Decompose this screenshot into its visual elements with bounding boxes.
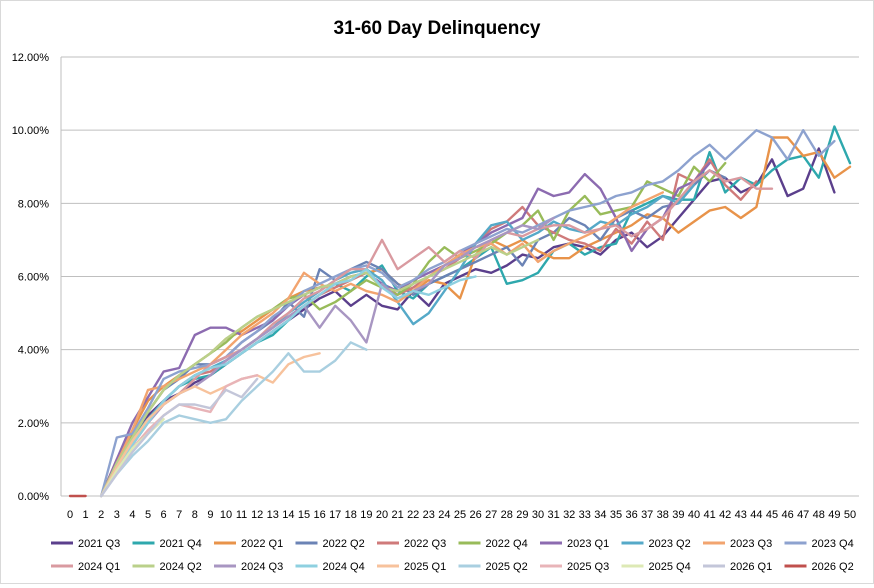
legend-label: 2024 Q4 [323, 561, 365, 573]
legend-label: 2025 Q2 [486, 561, 528, 573]
grid-lines [60, 56, 859, 497]
x-tick-label: 39 [672, 509, 684, 521]
x-tick-label: 1 [83, 509, 89, 521]
series-line [100, 161, 711, 498]
legend-label: 2022 Q1 [241, 538, 283, 550]
x-tick-label: 4 [129, 509, 135, 521]
y-axis-tick-labels: 0.00% 2.00% 4.00% 6.00% 8.00% 10.00% 12.00% [12, 52, 50, 503]
x-tick-label: 49 [828, 509, 840, 521]
x-tick-label: 50 [844, 509, 856, 521]
x-tick-label: 7 [176, 509, 182, 521]
legend-label: 2023 Q3 [730, 538, 772, 550]
x-tick-label: 29 [516, 509, 528, 521]
series-line [100, 216, 555, 498]
legend-label: 2022 Q2 [323, 538, 365, 550]
legend-label: 2022 Q3 [404, 538, 446, 550]
x-tick-label: 41 [703, 509, 715, 521]
legend-label: 2023 Q2 [649, 538, 691, 550]
x-tick-label: 3 [114, 509, 120, 521]
series-line [100, 377, 259, 498]
y-tick-label: 4.00% [18, 345, 49, 357]
series-line [100, 169, 727, 498]
series-line [100, 191, 664, 498]
x-tick-label: 21 [391, 509, 403, 521]
series-line [100, 147, 836, 498]
series-line [100, 341, 368, 498]
x-tick-label: 37 [641, 509, 653, 521]
x-tick-label: 38 [657, 509, 669, 521]
series-line [100, 136, 852, 498]
x-tick-label: 23 [423, 509, 435, 521]
x-tick-label: 25 [454, 509, 466, 521]
x-tick-label: 48 [813, 509, 825, 521]
x-tick-label: 0 [67, 509, 73, 521]
x-tick-label: 45 [766, 509, 778, 521]
x-tick-label: 28 [501, 509, 513, 521]
y-tick-label: 0.00% [18, 491, 49, 503]
x-tick-label: 8 [192, 509, 198, 521]
y-tick-label: 8.00% [18, 198, 49, 210]
x-tick-label: 26 [469, 509, 481, 521]
x-tick-label: 9 [207, 509, 213, 521]
chart-title: 31-60 Day Delinquency [334, 18, 541, 39]
x-tick-label: 18 [345, 509, 357, 521]
x-tick-label: 5 [145, 509, 151, 521]
y-tick-label: 2.00% [18, 418, 49, 430]
x-tick-label: 32 [563, 509, 575, 521]
x-tick-label: 43 [735, 509, 747, 521]
x-tick-label: 22 [407, 509, 419, 521]
x-tick-label: 42 [719, 509, 731, 521]
series-line [100, 169, 774, 498]
x-tick-label: 34 [594, 509, 606, 521]
y-tick-label: 6.00% [18, 272, 49, 284]
x-tick-label: 31 [547, 509, 559, 521]
legend-label: 2025 Q4 [649, 561, 691, 573]
x-tick-label: 46 [781, 509, 793, 521]
series-line [100, 238, 540, 498]
x-tick-label: 10 [220, 509, 232, 521]
y-tick-label: 12.00% [12, 52, 50, 64]
legend-label: 2026 Q2 [812, 561, 854, 573]
x-tick-label: 2 [98, 509, 104, 521]
legend-label: 2024 Q1 [78, 561, 120, 573]
x-tick-label: 17 [329, 509, 341, 521]
legend-label: 2021 Q4 [160, 538, 202, 550]
x-tick-label: 47 [797, 509, 809, 521]
x-tick-label: 16 [313, 509, 325, 521]
x-tick-label: 35 [610, 509, 622, 521]
legend-label: 2023 Q4 [812, 538, 854, 550]
legend-label: 2025 Q3 [567, 561, 609, 573]
x-tick-label: 11 [236, 509, 247, 521]
x-tick-label: 13 [267, 509, 279, 521]
x-axis-tick-labels: 0 1 2 3 4 5 6 7 8 9 10 11 12 13 14 15 16 17 18 19 20 21 22 23 24… [67, 509, 856, 521]
series-lines [68, 125, 852, 498]
y-tick-label: 10.00% [12, 125, 50, 137]
series-line [100, 268, 477, 498]
x-tick-label: 19 [360, 509, 372, 521]
series-line [100, 125, 852, 498]
legend-label: 2023 Q1 [567, 538, 609, 550]
legend-label: 2024 Q3 [241, 561, 283, 573]
x-tick-label: 33 [579, 509, 591, 521]
legend: 2021 Q3 2021 Q4 2022 Q1 2022 Q2 2022 Q3 2022 … [51, 538, 854, 573]
x-tick-label: 24 [438, 509, 450, 521]
legend-label: 2025 Q1 [404, 561, 446, 573]
legend-label: 2026 Q1 [730, 561, 772, 573]
x-tick-label: 15 [298, 509, 310, 521]
legend-label: 2021 Q3 [78, 538, 120, 550]
series-line [100, 352, 321, 498]
x-tick-label: 40 [688, 509, 700, 521]
x-tick-label: 12 [251, 509, 263, 521]
x-tick-label: 6 [161, 509, 167, 521]
x-tick-label: 20 [376, 509, 388, 521]
x-tick-label: 27 [485, 509, 497, 521]
legend-label: 2024 Q2 [160, 561, 202, 573]
x-tick-label: 44 [750, 509, 762, 521]
legend-label: 2022 Q4 [486, 538, 528, 550]
x-tick-label: 30 [532, 509, 544, 521]
x-tick-label: 36 [625, 509, 637, 521]
x-tick-label: 14 [282, 509, 294, 521]
